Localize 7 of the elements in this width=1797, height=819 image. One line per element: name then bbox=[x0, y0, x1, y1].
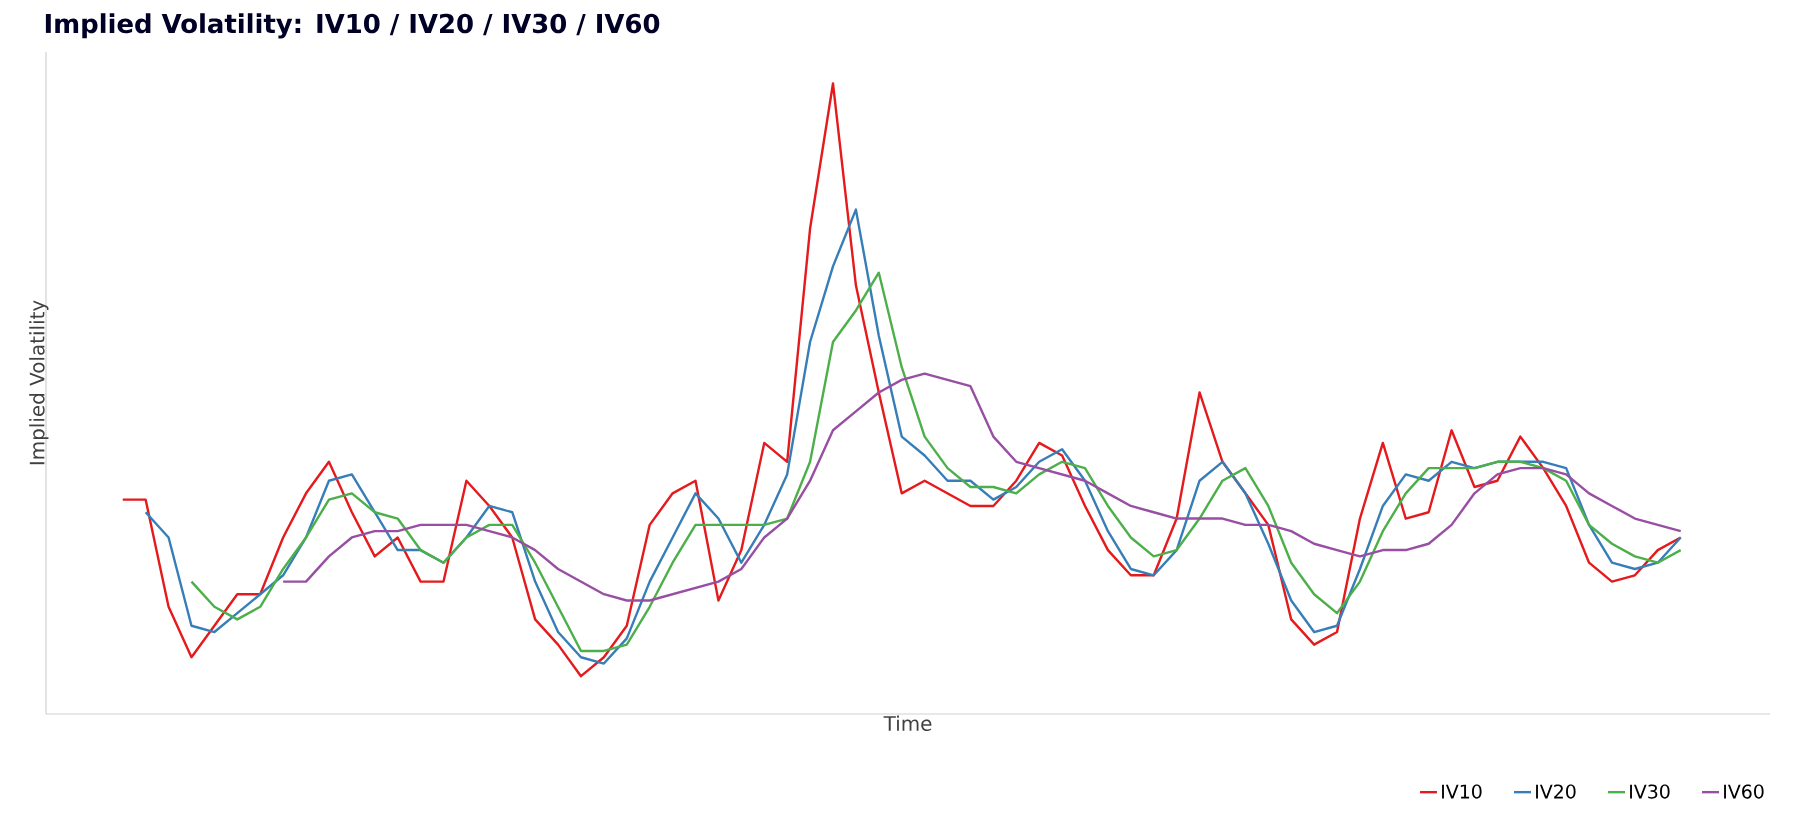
legend-label: IV20 bbox=[1536, 784, 1576, 799]
legend-label: IV60 bbox=[1724, 784, 1764, 799]
x-axis-title: Time bbox=[883, 715, 932, 731]
chart-title: Implied Volatility: IV10 / IV20 / IV30 / IV60 bbox=[45, 13, 660, 39]
legend-label: IV10 bbox=[1442, 784, 1482, 799]
legend-label: IV30 bbox=[1630, 784, 1670, 799]
y-axis-title: Implied Volatility bbox=[29, 300, 49, 465]
